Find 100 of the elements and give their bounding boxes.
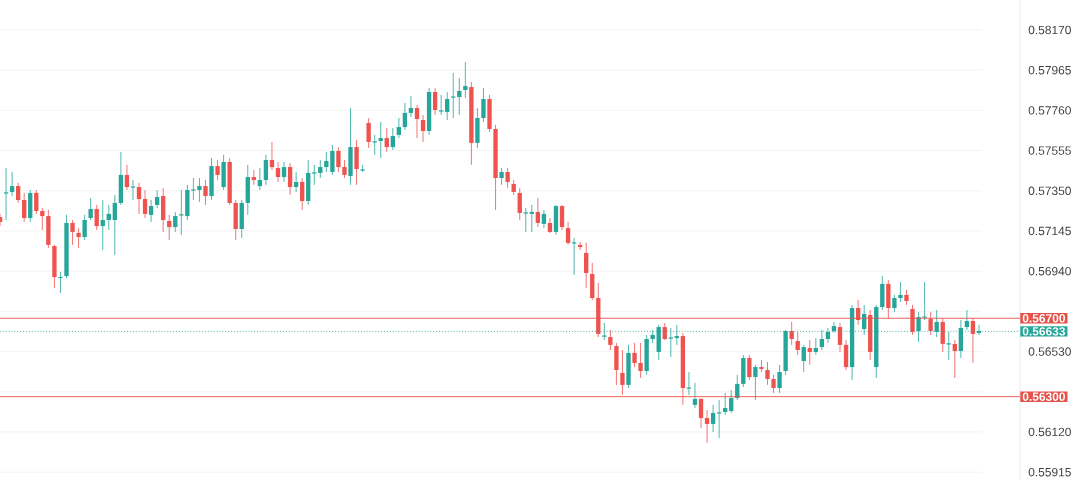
candlestick (371, 134, 378, 156)
candlestick (281, 161, 287, 183)
candlestick (9, 171, 15, 197)
candlestick (522, 207, 529, 233)
candlestick (318, 159, 323, 179)
candlestick (130, 179, 136, 201)
candlestick (94, 204, 99, 231)
candlestick (789, 321, 794, 346)
candlestick (445, 91, 450, 121)
candlestick (747, 354, 752, 381)
candlestick (481, 87, 486, 123)
y-tick-label: 0.57760 (1028, 106, 1071, 115)
candlestick (692, 382, 698, 409)
candlestick (517, 187, 522, 221)
candlestick (275, 161, 281, 183)
candlestick (148, 199, 154, 223)
candlestick (76, 227, 81, 249)
candlestick (837, 322, 843, 353)
candlestick (154, 189, 160, 209)
candlestick (384, 127, 389, 153)
candlestick (124, 164, 130, 191)
candlestick (801, 344, 806, 373)
candlestick (408, 95, 414, 118)
candlestick (946, 331, 952, 361)
candlestick (203, 179, 208, 206)
y-tick-label: 0.56530 (1028, 347, 1071, 356)
candlestick (729, 389, 734, 414)
candlestick (704, 409, 710, 444)
candlestick (614, 342, 619, 386)
candlestick (82, 214, 87, 241)
candlestick (22, 192, 27, 223)
candlestick (142, 189, 148, 219)
candlestick (402, 102, 408, 131)
candlestick (420, 114, 426, 143)
candlestick (964, 309, 970, 331)
ref-line-label: 0.56300 (1022, 392, 1065, 401)
candlestick (710, 404, 716, 433)
candlestick (716, 399, 722, 439)
y-tick-label: 0.55915 (1028, 467, 1071, 477)
candlestick (178, 189, 185, 236)
candlestick (293, 171, 299, 193)
y-tick-label: 0.58170 (1028, 25, 1071, 35)
candlestick (795, 331, 800, 356)
candlestick (414, 104, 420, 139)
candlestick (300, 177, 305, 211)
ref-line-label: 0.56700 (1022, 314, 1065, 323)
candlestick (251, 169, 256, 186)
candlestick (70, 219, 75, 246)
candlestick (34, 189, 39, 215)
candlestick (432, 87, 438, 116)
candlestick (463, 61, 468, 99)
candlestick (215, 159, 220, 181)
candlestick (438, 94, 444, 116)
candlestick (608, 329, 613, 351)
candlestick (269, 141, 275, 171)
y-tick-label: 0.57555 (1028, 146, 1071, 155)
candlestick (311, 164, 318, 186)
candlestick (952, 339, 957, 379)
candlestick (771, 374, 776, 394)
candlestick (58, 271, 63, 294)
candlestick (167, 214, 172, 241)
candlestick (632, 342, 637, 368)
candlestick (366, 117, 371, 149)
candlestick (450, 72, 457, 119)
candlestick (638, 342, 643, 379)
candlestick (161, 187, 166, 233)
candlestick (880, 275, 885, 311)
candlestick (759, 359, 764, 373)
candlestick (390, 127, 395, 151)
candlestick (457, 77, 462, 116)
candlestick (723, 392, 728, 416)
candlestick (541, 209, 547, 229)
candlestick (257, 167, 263, 191)
candlestick (396, 117, 402, 139)
candlestick (807, 339, 812, 366)
candlestick (777, 364, 782, 394)
candlestick (547, 217, 553, 234)
candlestick (813, 337, 818, 356)
candlestick (287, 162, 293, 196)
candlestick (378, 121, 383, 159)
y-tick-label: 0.56940 (1028, 266, 1071, 276)
candlestick (100, 199, 105, 251)
ref-line-label: 0.56633 (1022, 327, 1066, 336)
candlestick (336, 146, 341, 173)
candlestick (765, 361, 770, 386)
candlestick (263, 154, 269, 186)
y-tick-label: 0.57965 (1028, 65, 1071, 75)
y-tick-label: 0.57350 (1028, 186, 1071, 196)
candlestick (505, 167, 510, 189)
candlestick (15, 182, 21, 204)
y-tick-label: 0.57145 (1028, 226, 1071, 236)
candlestick (136, 182, 142, 215)
candlestick (535, 197, 541, 228)
candlestick (112, 194, 118, 256)
candlestick (584, 242, 589, 289)
candlestick (354, 139, 359, 186)
candlestick (753, 364, 758, 401)
candlestick (559, 204, 565, 231)
candlestick (686, 371, 692, 396)
candlestick (898, 281, 903, 303)
